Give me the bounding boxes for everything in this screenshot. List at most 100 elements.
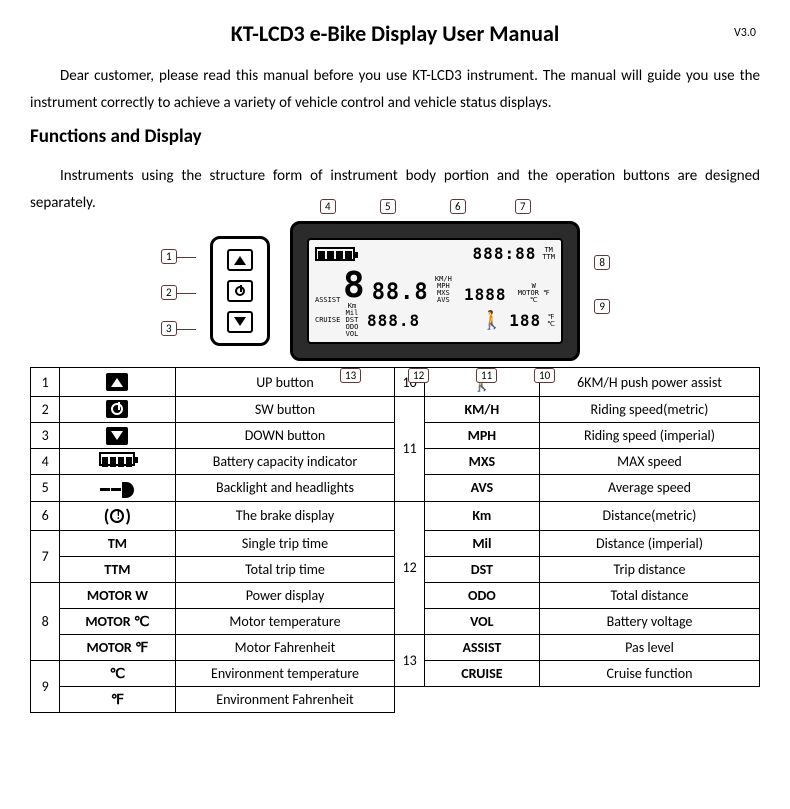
callout-3: 3 [161, 321, 177, 336]
legend-description: Pas level [539, 634, 759, 660]
legend-description: Single trip time [175, 530, 395, 556]
legend-description: Distance (imperial) [539, 530, 759, 556]
headlight-icon [100, 482, 134, 498]
legend-number: 7 [31, 530, 60, 582]
legend-number: 13 [395, 634, 424, 686]
remote-unit: 1 2 3 [210, 236, 270, 346]
legend-description: Riding speed(metric) [539, 397, 759, 423]
lcd-big-digit: 8 [343, 268, 366, 304]
power-button-icon [227, 280, 253, 302]
callout-6: 6 [450, 199, 466, 214]
callout-5: 5 [380, 199, 396, 214]
callout-2: 2 [161, 285, 177, 300]
legend-description: Distance(metric) [539, 501, 759, 530]
legend-symbol: ODO [424, 582, 539, 608]
legend-description: SW button [175, 397, 395, 423]
battery-icon [99, 452, 135, 466]
lcd-top-digits: 888:88 [473, 244, 537, 263]
legend-symbol [60, 475, 175, 502]
legend-description: Average speed [539, 475, 759, 502]
legend-number: 4 [31, 449, 60, 475]
legend-number: 2 [31, 397, 60, 423]
legend-symbol: ASSIST [424, 634, 539, 660]
legend-symbol: DST [424, 556, 539, 582]
legend-description: Trip distance [539, 556, 759, 582]
legend-description: Cruise function [539, 660, 759, 686]
legend-description: Backlight and headlights [175, 475, 395, 502]
up-icon [106, 373, 128, 391]
table-row: 2SW button11KM/HRiding speed(metric) [31, 397, 760, 423]
legend-number: 12 [395, 501, 424, 634]
legend-number: 6 [31, 501, 60, 530]
callout-12: 12 [408, 368, 429, 383]
lcd-walker-icon: 🚶 [481, 312, 503, 330]
legend-symbol: Mil [424, 530, 539, 556]
legend-symbol: MOTOR ℃ [60, 608, 175, 634]
lcd-motor-label: WMOTOR ℉ ℃ [513, 283, 555, 304]
legend-symbol: MOTOR W [60, 582, 175, 608]
legend-symbol: Km [424, 501, 539, 530]
legend-description: 6KM/H push power assist [539, 368, 759, 397]
lcd-dist-label: Km MilDST ODOVOL [343, 303, 361, 338]
legend-description: Environment temperature [175, 660, 395, 686]
legend-description: Motor Fahrenheit [175, 634, 395, 660]
legend-description: Motor temperature [175, 608, 395, 634]
legend-symbol [60, 449, 175, 475]
diagram: 1 2 3 4 5 6 7 8 9 13 12 11 10 [30, 221, 760, 361]
legend-number: 11 [395, 397, 424, 502]
legend-description: DOWN button [175, 423, 395, 449]
callout-7: 7 [515, 199, 531, 214]
callout-11: 11 [476, 368, 497, 383]
lcd-cruise-label: CRUISE [315, 317, 337, 324]
display-wrap: 4 5 6 7 8 9 13 12 11 10 888:88 TMTTM [290, 221, 580, 361]
lcd-temp-label: ℉℃ [547, 314, 555, 328]
legend-number: 8 [31, 582, 60, 660]
display-unit: 888:88 TMTTM ASSIST 8 88.8 KM/HMPHMXSAVS… [290, 221, 580, 361]
legend-description: UP button [175, 368, 395, 397]
legend-symbol: MOTOR ℉ [60, 634, 175, 660]
table-row: 1UP button10🚶6KM/H push power assist [31, 368, 760, 397]
down-button-icon [227, 311, 253, 333]
legend-symbol: TTM [60, 556, 175, 582]
legend-symbol: ℃ [60, 660, 175, 686]
legend-description: Battery capacity indicator [175, 449, 395, 475]
callout-1: 1 [161, 249, 177, 264]
legend-number: 1 [31, 368, 60, 397]
version-label: V3.0 [734, 26, 756, 40]
legend-symbol: ℉ [60, 686, 175, 712]
lcd-battery-icon [315, 247, 355, 261]
brake-icon: () [104, 505, 131, 527]
legend-symbol: CRUISE [424, 660, 539, 686]
lcd-tm-label: TMTTM [542, 247, 555, 261]
power-icon [106, 400, 128, 418]
legend-symbol: KM/H [424, 397, 539, 423]
up-button-icon [227, 249, 253, 271]
table-row: ℉Environment Fahrenheit [31, 686, 760, 712]
intro-paragraph: Dear customer, please read this manual b… [30, 63, 760, 117]
lcd-right-digits: 1888 [464, 285, 507, 304]
legend-number: 5 [31, 475, 60, 502]
legend-symbol [60, 368, 175, 397]
section-heading: Functions and Display [30, 125, 760, 148]
table-row: MOTOR ℉Motor Fahrenheit13ASSISTPas level [31, 634, 760, 660]
legend-symbol [60, 423, 175, 449]
lcd-bottom-left: 888.8 [367, 311, 420, 330]
legend-number: 3 [31, 423, 60, 449]
legend-description: Environment Fahrenheit [175, 686, 395, 712]
legend-description: Riding speed (imperial) [539, 423, 759, 449]
page-title: KT-LCD3 e-Bike Display User Manual [231, 20, 559, 47]
header: KT-LCD3 e-Bike Display User Manual V3.0 [30, 20, 760, 47]
callout-13: 13 [340, 368, 361, 383]
lcd-mid-digits: 88.8 [372, 282, 429, 304]
legend-description: The brake display [175, 501, 395, 530]
legend-symbol: AVS [424, 475, 539, 502]
callout-8: 8 [594, 255, 610, 270]
legend-description: Battery voltage [539, 608, 759, 634]
legend-description: Total distance [539, 582, 759, 608]
legend-symbol: MXS [424, 449, 539, 475]
lcd-screen: 888:88 TMTTM ASSIST 8 88.8 KM/HMPHMXSAVS… [307, 238, 563, 344]
lcd-speed-unit: KM/HMPHMXSAVS [435, 276, 452, 304]
legend-symbol: VOL [424, 608, 539, 634]
legend-table: 1UP button10🚶6KM/H push power assist2SW … [30, 367, 760, 713]
down-icon [106, 427, 128, 445]
